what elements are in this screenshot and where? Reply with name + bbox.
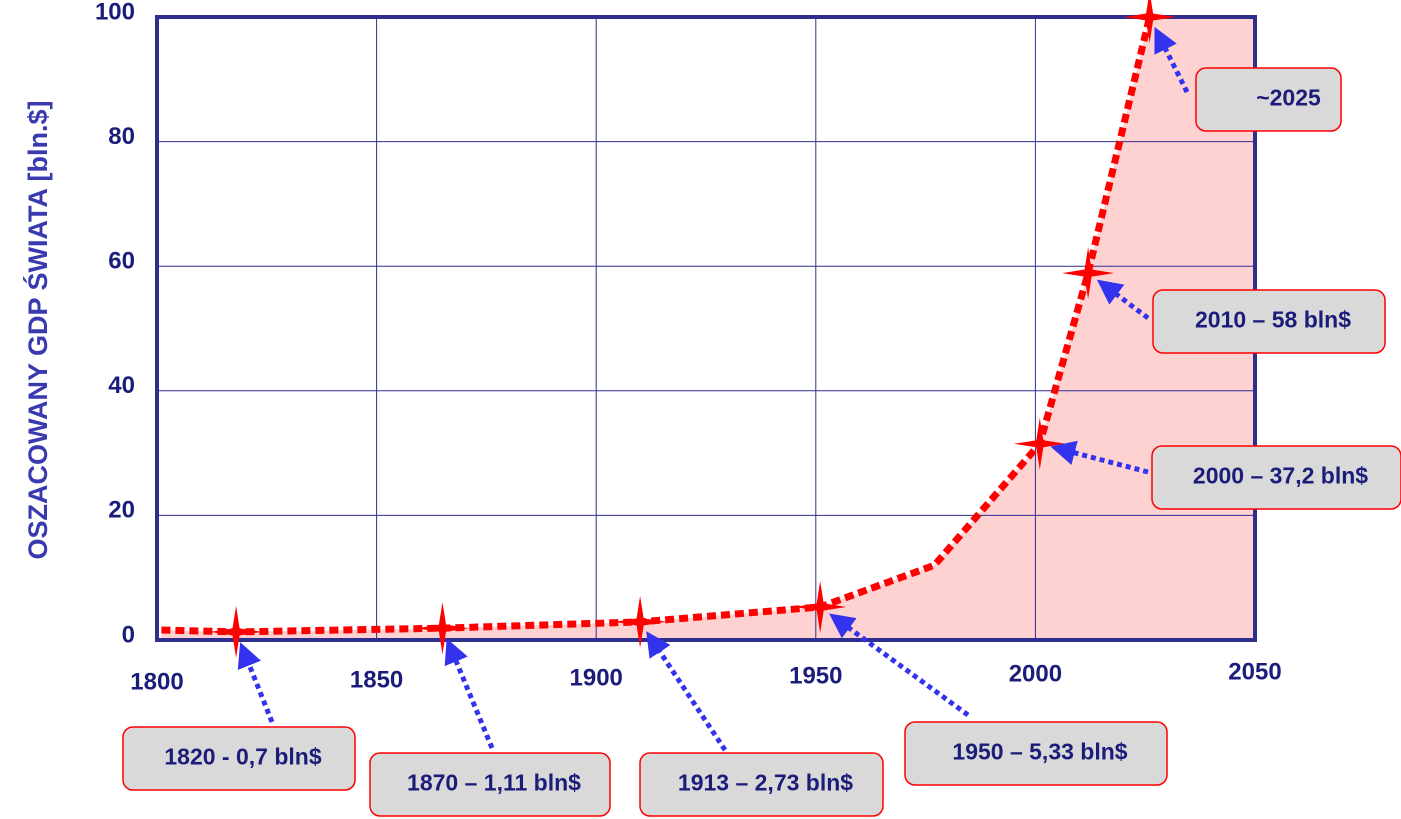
marker [1062,247,1115,300]
marker [794,581,847,633]
annotation-arrow [829,613,970,718]
y-tick-label: 100 [95,0,135,25]
annotation-box [1152,289,1386,354]
y-tick-label: 0 [122,621,135,648]
x-tick-label: 1900 [570,664,623,691]
annotation-box [369,752,611,817]
marker [210,605,263,658]
y-tick-label: 60 [108,248,135,275]
annotation-text: 1820 - 0,7 bln$ [164,744,321,770]
annotation-arrow [1096,279,1150,320]
marker [1123,0,1176,43]
x-tick-label: 1950 [789,662,842,689]
annotation-arrow [646,631,728,752]
annotation-text: 2000 – 37,2 bln$ [1193,463,1368,489]
annotation-text: 1870 – 1,11 bln$ [407,770,581,796]
x-tick-label: 1850 [350,666,403,693]
y-axis-label: OSZACOWANY GDP ŚWIATA [bln.$] [22,101,53,560]
annotation-box [904,721,1168,786]
annotation-arrow [237,642,275,723]
x-tick-label: 2000 [1009,660,1062,687]
y-tick-label: 40 [108,372,135,399]
x-tick-label: 2050 [1228,658,1281,685]
annotation-arrow [444,638,495,749]
annotation-box [122,726,356,791]
annotation-box [639,752,884,817]
marker [416,602,469,655]
x-tick-label: 1800 [130,668,183,695]
marker [614,595,667,648]
annotation-text: 1950 – 5,33 bln$ [952,739,1127,765]
y-tick-label: 80 [108,123,135,150]
annotation-text: 2010 – 58 bln$ [1195,307,1351,333]
annotation-box [1195,67,1342,132]
annotation-arrow [1154,26,1190,94]
marker [1013,417,1066,470]
annotation-text: ~2025 [1256,85,1321,111]
annotation-arrow [1050,440,1149,475]
y-tick-label: 20 [108,497,135,524]
area [161,17,1256,640]
annotation-box [1151,445,1401,510]
annotation-text: 1913 – 2,73 bln$ [678,770,853,796]
